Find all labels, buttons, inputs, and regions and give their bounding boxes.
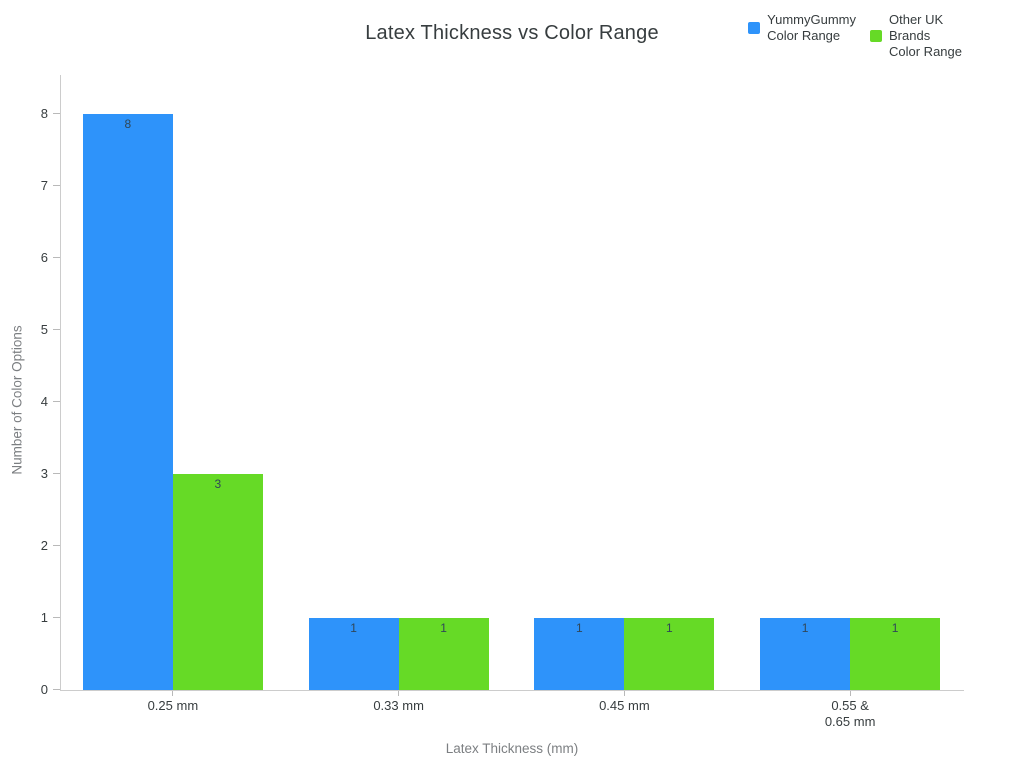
legend-item-yummygummy[interactable]: YummyGummy Color Range <box>748 12 856 44</box>
legend-item-other-uk-brands[interactable]: Other UK Brands Color Range <box>870 12 962 60</box>
x-tick-label: 0.25 mm <box>147 698 199 713</box>
x-tick-mark <box>849 691 851 696</box>
bar-yummygummy-1: 8 <box>82 114 173 690</box>
y-tick-label: 2 <box>40 538 48 553</box>
x-tick-label: 0.33 mm <box>373 698 424 713</box>
bar-value-label: 1 <box>801 621 809 635</box>
x-tick-label: 0.45 mm <box>599 698 650 713</box>
bar-value-label: 3 <box>214 477 222 491</box>
bar-value-label: 8 <box>124 117 132 131</box>
y-tick-label: 8 <box>40 106 48 121</box>
x-tick-mark <box>623 691 625 696</box>
bar-yummygummy-2: 1 <box>308 618 399 690</box>
y-tick-mark <box>53 473 60 474</box>
y-tick-mark <box>53 545 60 546</box>
bar-yummygummy-4: 1 <box>760 618 851 690</box>
y-tick-mark <box>53 401 60 402</box>
y-tick-label: 4 <box>40 394 48 409</box>
y-tick-label: 0 <box>40 682 48 697</box>
y-tick-label: 1 <box>40 610 48 625</box>
bar-value-label: 1 <box>576 621 583 635</box>
y-tick-mark <box>53 185 60 186</box>
bar-other-uk-3: 1 <box>624 618 715 690</box>
plot-area <box>60 75 964 691</box>
bar-value-label: 1 <box>350 621 357 635</box>
bar-other-uk-1: 3 <box>172 474 263 690</box>
y-tick-mark <box>53 617 60 618</box>
y-tick-label: 3 <box>40 466 48 481</box>
y-tick-label: 5 <box>40 322 48 337</box>
y-tick-mark <box>53 329 60 330</box>
legend-label: Other UK Brands Color Range <box>889 12 962 59</box>
y-tick-label: 6 <box>40 250 48 265</box>
bar-other-uk-4: 1 <box>850 618 941 690</box>
bar-other-uk-2: 1 <box>398 618 489 690</box>
chart-title: Latex Thickness vs Color Range <box>365 22 659 44</box>
legend-marker-green-icon <box>870 30 882 42</box>
legend-marker-blue-icon <box>748 22 761 34</box>
x-tick-mark <box>172 691 174 696</box>
y-tick-label: 7 <box>40 178 48 193</box>
bar-value-label: 1 <box>666 621 673 635</box>
bar-yummygummy-3: 1 <box>534 618 625 690</box>
x-tick-label: 0.55 & 0.65 mm <box>824 698 876 729</box>
y-tick-mark <box>53 257 60 258</box>
bar-value-label: 1 <box>891 621 899 635</box>
x-tick-mark <box>398 691 400 696</box>
legend: YummyGummy Color Range Other UK Brands C… <box>748 12 962 60</box>
bar-value-label: 1 <box>440 621 447 635</box>
legend-label: YummyGummy Color Range <box>767 12 856 43</box>
y-tick-mark <box>53 113 60 114</box>
y-tick-mark <box>53 689 60 690</box>
x-axis-title: Latex Thickness (mm) <box>445 741 579 756</box>
